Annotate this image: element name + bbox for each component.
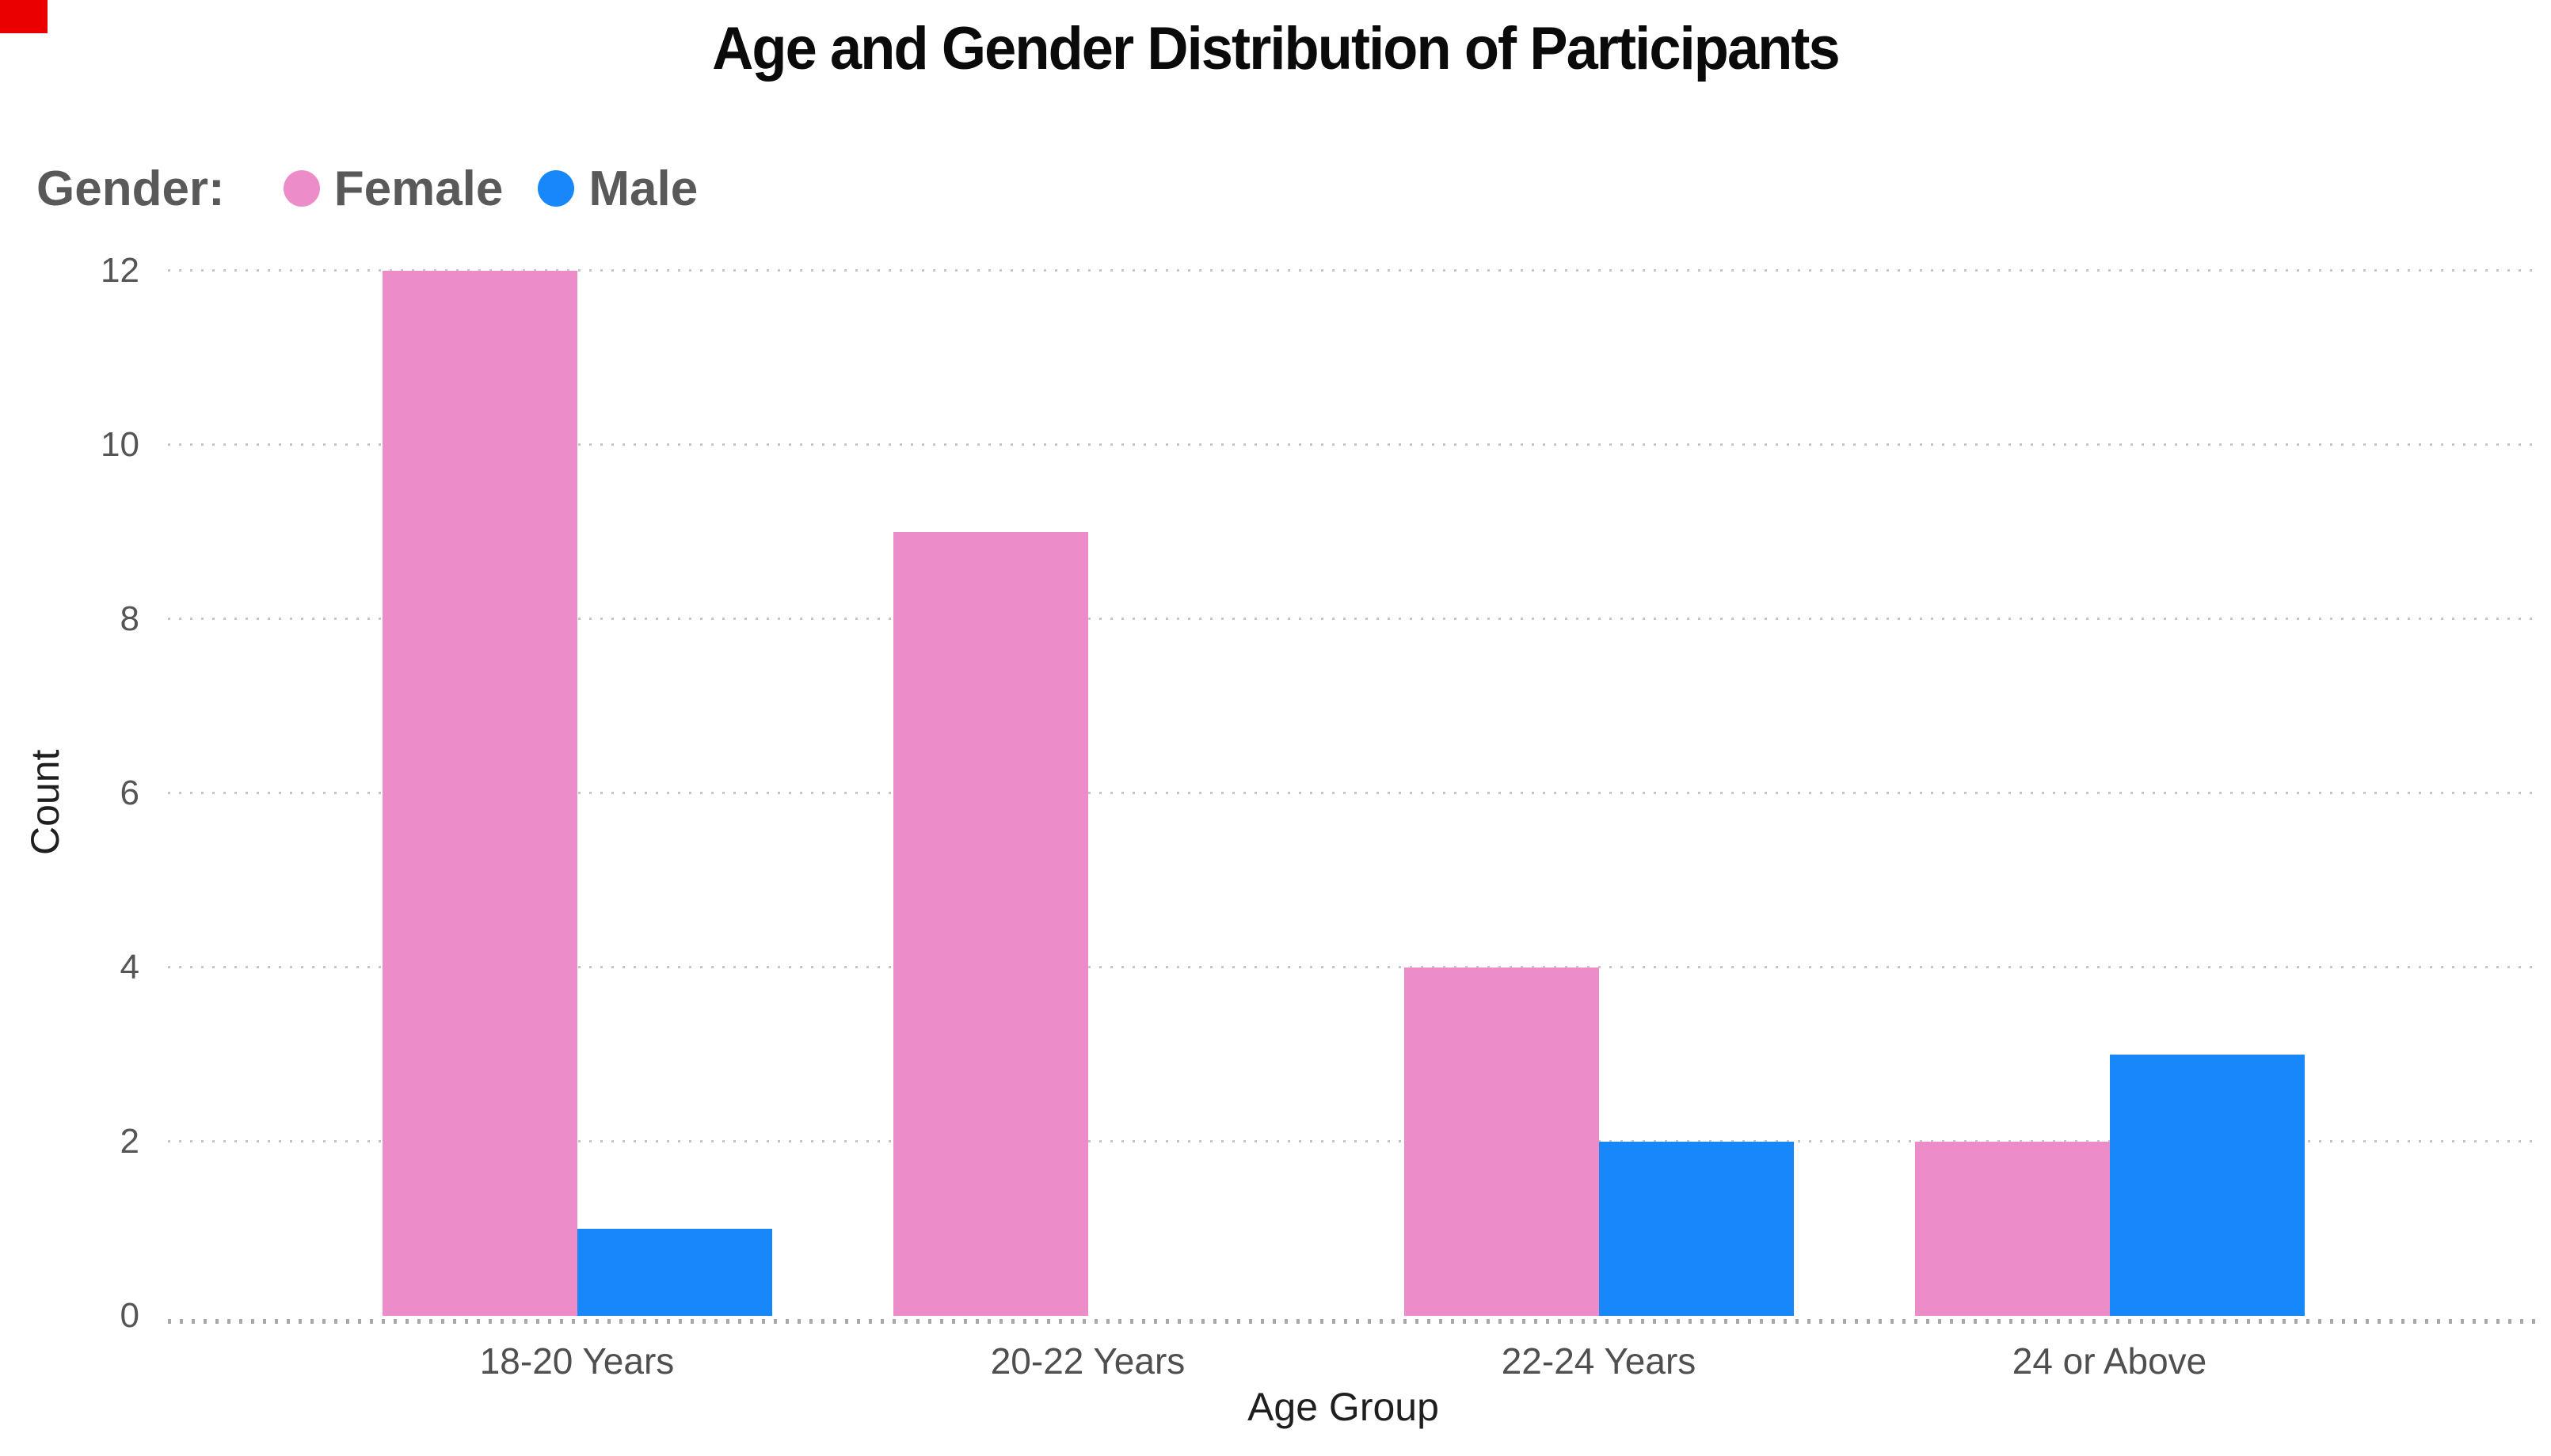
bar-group-20-22-years bbox=[832, 271, 1343, 1316]
red-corner-marker bbox=[0, 0, 48, 33]
x-axis-title: Age Group bbox=[1247, 1385, 1439, 1429]
x-axis-tick-labels: 18-20 Years 20-22 Years 22-24 Years 24 or A… bbox=[322, 1340, 2365, 1382]
legend-item-male[interactable]: Male bbox=[538, 161, 698, 217]
gridline-y-2 bbox=[168, 1140, 2538, 1142]
bar-male-22-24-years[interactable] bbox=[1598, 1142, 1794, 1316]
x-tick-18-20-years: 18-20 Years bbox=[479, 1340, 675, 1382]
male-swatch-icon bbox=[538, 170, 575, 207]
bar-male-24-or-above[interactable] bbox=[2109, 1055, 2305, 1316]
gridline-y-4 bbox=[168, 966, 2538, 968]
x-tick-22-24-years: 22-24 Years bbox=[1501, 1340, 1696, 1382]
y-tick-10: 10 bbox=[101, 425, 139, 464]
gridline-y-0 bbox=[168, 1319, 2538, 1324]
legend-item-female[interactable]: Female bbox=[283, 161, 504, 217]
legend-item-label: Female bbox=[333, 161, 504, 216]
bar-female-20-22-years[interactable] bbox=[893, 532, 1088, 1316]
bar-group-24-or-above bbox=[1854, 271, 2365, 1316]
chart-title: Age and Gender Distribution of Participa… bbox=[712, 15, 1841, 82]
bar-female-18-20-years[interactable] bbox=[382, 271, 577, 1316]
y-tick-2: 2 bbox=[120, 1122, 139, 1161]
gridline-y-10 bbox=[168, 443, 2538, 446]
legend-item-label: Male bbox=[588, 161, 699, 216]
x-tick-20-22-years: 20-22 Years bbox=[990, 1340, 1186, 1382]
gridline-y-6 bbox=[168, 792, 2538, 794]
gridline-y-8 bbox=[168, 618, 2538, 620]
female-swatch-icon bbox=[283, 170, 320, 207]
y-tick-8: 8 bbox=[120, 599, 139, 638]
legend-title: Gender: bbox=[36, 161, 225, 216]
legend: Gender: Female Male bbox=[36, 152, 733, 225]
y-tick-12: 12 bbox=[101, 251, 139, 290]
bar-group-22-24-years bbox=[1343, 271, 1854, 1316]
bar-female-24-or-above[interactable] bbox=[1914, 1142, 2110, 1316]
bar-female-22-24-years[interactable] bbox=[1403, 967, 1599, 1316]
bar-group-18-20-years bbox=[322, 271, 832, 1316]
plot-area bbox=[322, 271, 2365, 1316]
gridline-y-12 bbox=[168, 269, 2538, 272]
y-tick-6: 6 bbox=[120, 774, 139, 812]
legend-items: Female Male bbox=[283, 161, 733, 217]
bar-male-18-20-years[interactable] bbox=[577, 1229, 772, 1316]
y-tick-4: 4 bbox=[120, 948, 139, 987]
y-tick-0: 0 bbox=[120, 1296, 139, 1335]
x-tick-24-or-above: 24 or Above bbox=[2012, 1340, 2207, 1382]
